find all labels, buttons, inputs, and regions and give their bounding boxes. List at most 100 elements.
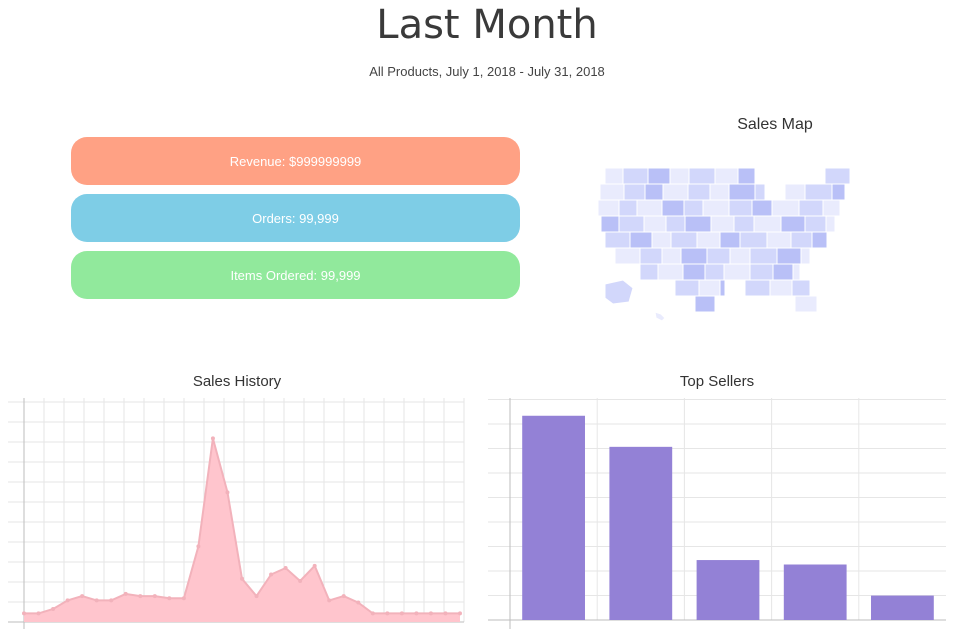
sales-history-point[interactable]: [65, 598, 70, 603]
map-state[interactable]: [804, 215, 827, 233]
map-state[interactable]: [739, 231, 768, 249]
map-state[interactable]: [688, 167, 716, 185]
map-state[interactable]: [597, 199, 620, 217]
sales-history-point[interactable]: [138, 594, 143, 599]
map-state[interactable]: [794, 295, 818, 313]
map-state[interactable]: [639, 247, 663, 265]
map-state[interactable]: [647, 167, 671, 185]
map-state[interactable]: [769, 279, 793, 297]
map-state[interactable]: [665, 215, 686, 233]
map-state[interactable]: [728, 199, 753, 217]
top-seller-bar[interactable]: [783, 564, 847, 621]
map-state[interactable]: [618, 199, 638, 217]
sales-history-point[interactable]: [312, 563, 317, 568]
map-state[interactable]: [687, 183, 711, 201]
sales-history-point[interactable]: [443, 611, 448, 616]
map-state[interactable]: [719, 231, 741, 249]
map-state[interactable]: [751, 199, 773, 217]
map-state[interactable]: [804, 183, 833, 201]
map-state[interactable]: [772, 263, 794, 281]
map-state[interactable]: [670, 231, 698, 249]
map-state[interactable]: [698, 279, 721, 297]
map-state[interactable]: [753, 215, 782, 233]
sales-history-point[interactable]: [414, 611, 419, 616]
map-state[interactable]: [771, 199, 800, 217]
map-state[interactable]: [706, 247, 731, 265]
map-state[interactable]: [680, 247, 708, 265]
map-state[interactable]: [629, 231, 653, 249]
map-state[interactable]: [749, 247, 778, 265]
map-state[interactable]: [639, 263, 659, 281]
sales-history-point[interactable]: [458, 611, 462, 616]
map-state-hawaii[interactable]: [654, 311, 666, 322]
sales-history-point[interactable]: [51, 607, 56, 612]
top-seller-bar[interactable]: [696, 560, 760, 620]
sales-history-point[interactable]: [94, 598, 99, 603]
map-state[interactable]: [696, 231, 721, 249]
map-state[interactable]: [754, 183, 766, 201]
sales-history-point[interactable]: [283, 566, 288, 570]
map-state[interactable]: [604, 167, 624, 185]
sales-history-point[interactable]: [399, 611, 404, 616]
sales-history-point[interactable]: [109, 598, 114, 603]
map-state[interactable]: [702, 199, 730, 217]
map-state[interactable]: [709, 183, 730, 201]
map-state[interactable]: [780, 215, 806, 233]
sales-history-point[interactable]: [210, 436, 215, 441]
map-state[interactable]: [662, 183, 689, 201]
map-state[interactable]: [824, 167, 851, 185]
sales-history-point[interactable]: [254, 594, 259, 599]
map-state[interactable]: [623, 183, 646, 201]
map-state[interactable]: [661, 199, 685, 217]
map-state[interactable]: [792, 263, 801, 281]
sales-map[interactable]: [595, 162, 865, 322]
map-state[interactable]: [784, 183, 806, 201]
map-state[interactable]: [618, 215, 645, 233]
sales-history-point[interactable]: [152, 594, 157, 599]
sales-history-point[interactable]: [196, 544, 201, 549]
map-state[interactable]: [825, 215, 836, 233]
map-state[interactable]: [622, 167, 649, 185]
map-state[interactable]: [684, 215, 712, 233]
sales-history-point[interactable]: [225, 490, 230, 495]
map-state[interactable]: [737, 167, 756, 185]
map-state[interactable]: [682, 263, 706, 281]
map-state[interactable]: [822, 199, 841, 217]
map-state[interactable]: [661, 247, 682, 265]
map-state[interactable]: [600, 215, 620, 233]
sales-history-point[interactable]: [370, 611, 375, 616]
map-state[interactable]: [749, 263, 774, 281]
map-state[interactable]: [733, 215, 755, 233]
map-state[interactable]: [599, 183, 625, 201]
map-state[interactable]: [714, 167, 739, 185]
map-state[interactable]: [790, 231, 813, 249]
map-state[interactable]: [766, 231, 792, 249]
map-state[interactable]: [723, 263, 751, 281]
sales-history-point[interactable]: [167, 596, 172, 601]
map-state[interactable]: [800, 247, 811, 265]
map-state[interactable]: [729, 247, 751, 265]
map-state[interactable]: [798, 199, 824, 217]
sales-history-point[interactable]: [22, 611, 26, 616]
map-state[interactable]: [636, 199, 663, 217]
map-state[interactable]: [719, 279, 726, 297]
sales-history-point[interactable]: [269, 572, 274, 577]
map-state[interactable]: [669, 167, 690, 185]
top-seller-bar[interactable]: [609, 446, 673, 620]
map-state[interactable]: [744, 279, 771, 297]
sales-history-point[interactable]: [240, 576, 244, 581]
sales-history-point[interactable]: [298, 578, 303, 583]
sales-history-point[interactable]: [181, 596, 186, 601]
map-state[interactable]: [614, 247, 641, 265]
map-state[interactable]: [683, 199, 704, 217]
map-state[interactable]: [644, 183, 664, 201]
top-seller-bar[interactable]: [871, 595, 934, 620]
sales-history-point[interactable]: [80, 594, 85, 599]
top-seller-bar[interactable]: [522, 415, 585, 620]
sales-history-point[interactable]: [327, 598, 332, 603]
sales-history-point[interactable]: [428, 611, 433, 616]
map-state[interactable]: [704, 263, 725, 281]
sales-history-point[interactable]: [385, 611, 390, 616]
map-state[interactable]: [657, 263, 684, 281]
sales-history-point[interactable]: [36, 611, 41, 616]
